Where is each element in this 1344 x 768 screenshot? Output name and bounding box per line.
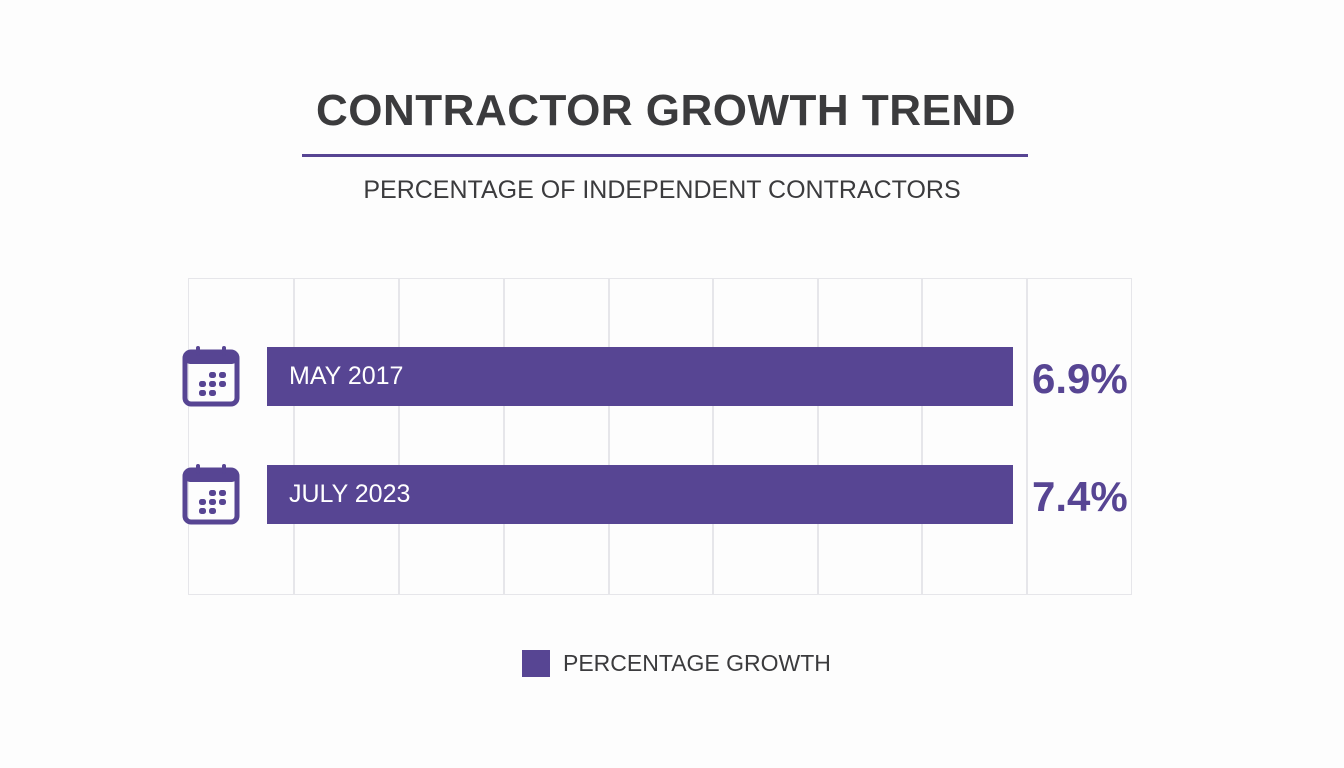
grid-line (921, 279, 923, 594)
calendar-icon (182, 463, 240, 525)
bar-1: JULY 2023 (267, 465, 1013, 524)
chart-title: CONTRACTOR GROWTH TREND (316, 86, 1016, 135)
legend-label: PERCENTAGE GROWTH (563, 650, 831, 676)
category-label: JULY 2023 (289, 480, 411, 508)
bar-0: MAY 2017 (267, 347, 1013, 406)
grid-line (817, 279, 819, 594)
grid-line (398, 279, 400, 594)
grid-line (1026, 279, 1028, 594)
grid-line (293, 279, 295, 594)
grid-line (608, 279, 610, 594)
data-label: 7.4% (1032, 473, 1128, 520)
category-label: MAY 2017 (289, 362, 404, 390)
grid-line (503, 279, 505, 594)
title-underline (302, 154, 1028, 157)
legend: PERCENTAGE GROWTH (522, 650, 831, 677)
grid-line (712, 279, 714, 594)
plot-area (188, 278, 1132, 595)
data-label: 6.9% (1032, 355, 1128, 402)
calendar-icon (182, 345, 240, 407)
chart-subtitle: PERCENTAGE OF INDEPENDENT CONTRACTORS (363, 176, 961, 204)
legend-swatch (522, 650, 550, 677)
